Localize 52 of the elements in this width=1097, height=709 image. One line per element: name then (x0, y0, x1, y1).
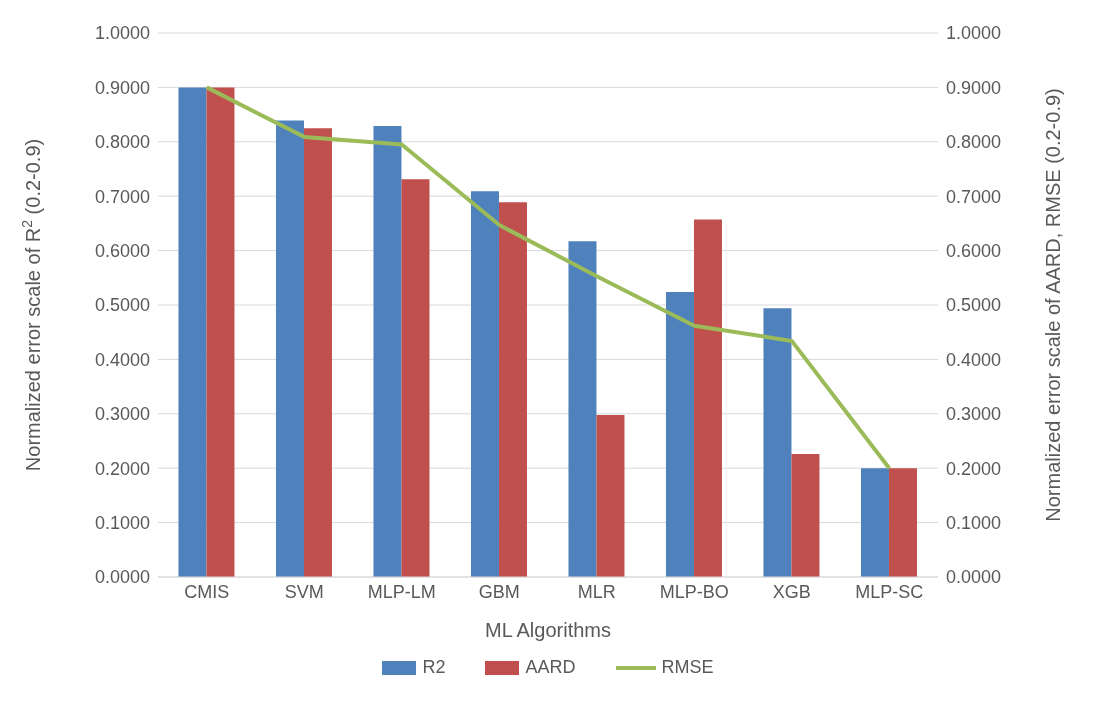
x-tick-label: SVM (284, 581, 324, 602)
y-tick-label: 0.3000 (94, 404, 150, 425)
y2-tick-label: 0.0000 (946, 567, 1002, 588)
bar (206, 87, 235, 577)
y2-tick-label: 0.6000 (946, 240, 1002, 261)
y-tick-label: 0.5000 (94, 295, 150, 316)
y-tick-label: 0.9000 (94, 77, 150, 98)
y-tick-label: 0.7000 (94, 186, 150, 207)
y-tick-label: 0.8000 (94, 132, 150, 153)
y2-tick-label: 0.1000 (946, 512, 1002, 533)
x-tick-label: XGB (772, 581, 811, 602)
y2-tick-label: 0.3000 (946, 404, 1002, 425)
legend-label: AARD (525, 657, 576, 678)
bar (665, 291, 694, 577)
x-tick-label: GBM (478, 581, 520, 602)
y2-tick-label: 0.5000 (946, 295, 1002, 316)
legend-label: RMSE (661, 657, 714, 678)
legend-label: R2 (422, 657, 446, 678)
y2-tick-label: 1.0000 (946, 23, 1002, 44)
bar (401, 179, 430, 577)
x-tick-label: CMIS (184, 581, 230, 602)
y-tick-label: 0.6000 (94, 240, 150, 261)
line-series (204, 85, 892, 471)
bar (498, 202, 527, 577)
bar (860, 468, 889, 577)
bar (275, 120, 304, 577)
y2-tick-label: 0.9000 (946, 77, 1002, 98)
y-tick-label: 0.4000 (94, 349, 150, 370)
y2-tick-label: 0.8000 (946, 132, 1002, 153)
bar (888, 468, 917, 577)
bar (178, 87, 207, 577)
y-tick-label: 0.1000 (94, 512, 150, 533)
y2-axis-title: Normalized error scale of AARD, RMSE (0.2-0.9) (1042, 88, 1064, 522)
y-tick-label: 0.2000 (94, 458, 150, 479)
x-tick-label: MLP-SC (855, 581, 924, 602)
bar (303, 128, 332, 577)
bar (763, 308, 792, 577)
bar (373, 126, 402, 577)
y-tick-label: 0.0000 (94, 567, 150, 588)
y-tick-label: 1.0000 (94, 23, 150, 44)
y2-tick-label: 0.4000 (946, 349, 1002, 370)
x-axis-title: ML Algorithms (485, 619, 611, 641)
x-tick-label: MLR (577, 581, 616, 602)
bar (693, 219, 722, 577)
bar (596, 414, 625, 577)
bar (470, 191, 499, 577)
bar (791, 454, 820, 577)
y2-tick-label: 0.2000 (946, 458, 1002, 479)
x-tick-label: MLP-BO (659, 581, 729, 602)
bar (568, 241, 597, 577)
y2-tick-label: 0.7000 (946, 186, 1002, 207)
x-tick-label: MLP-LM (367, 581, 436, 602)
